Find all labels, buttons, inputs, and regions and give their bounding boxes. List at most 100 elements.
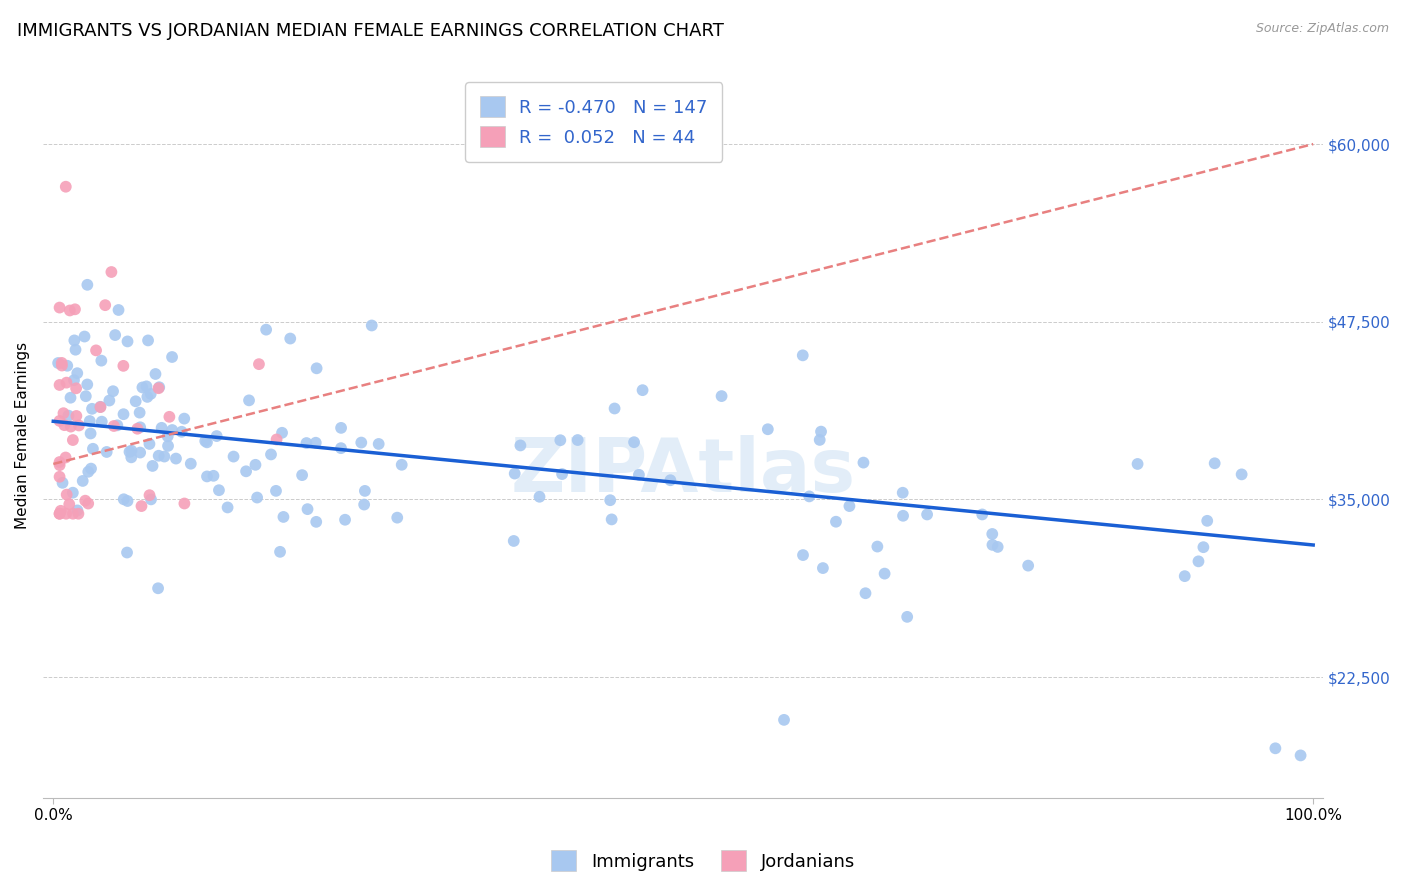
Point bbox=[165, 451, 187, 466]
Point bbox=[838, 499, 860, 513]
Point bbox=[129, 420, 152, 434]
Point bbox=[63, 302, 86, 317]
Point bbox=[139, 492, 162, 507]
Point bbox=[77, 497, 100, 511]
Point bbox=[180, 457, 202, 471]
Point bbox=[53, 418, 76, 433]
Point bbox=[235, 464, 257, 478]
Point bbox=[136, 334, 159, 348]
Point bbox=[90, 353, 112, 368]
Point bbox=[117, 334, 139, 349]
Point bbox=[112, 359, 135, 373]
Point bbox=[387, 510, 409, 524]
Point bbox=[551, 467, 574, 481]
Point bbox=[115, 545, 138, 559]
Point bbox=[603, 401, 626, 416]
Point bbox=[157, 439, 180, 453]
Point bbox=[981, 538, 1004, 552]
Point bbox=[55, 450, 77, 465]
Point bbox=[101, 384, 124, 399]
Point bbox=[124, 394, 146, 409]
Point bbox=[120, 443, 142, 458]
Point bbox=[156, 429, 179, 443]
Point bbox=[62, 507, 84, 521]
Point bbox=[502, 533, 524, 548]
Point bbox=[623, 435, 645, 450]
Point bbox=[260, 447, 283, 461]
Point bbox=[1197, 514, 1219, 528]
Point bbox=[1126, 457, 1149, 471]
Point bbox=[77, 465, 100, 479]
Legend: Immigrants, Jordanians: Immigrants, Jordanians bbox=[544, 843, 862, 879]
Point bbox=[73, 329, 96, 343]
Point bbox=[75, 493, 97, 508]
Point bbox=[52, 406, 75, 420]
Point bbox=[1017, 558, 1039, 573]
Point bbox=[89, 400, 111, 414]
Point bbox=[195, 435, 218, 450]
Point bbox=[1289, 748, 1312, 763]
Point bbox=[1204, 456, 1226, 470]
Point bbox=[160, 423, 183, 437]
Point bbox=[866, 540, 889, 554]
Point bbox=[127, 422, 149, 436]
Point bbox=[79, 414, 101, 428]
Point bbox=[273, 510, 295, 524]
Point bbox=[799, 489, 821, 503]
Point bbox=[82, 442, 104, 456]
Point bbox=[65, 409, 87, 423]
Point bbox=[600, 512, 623, 526]
Point bbox=[136, 390, 159, 404]
Text: Source: ZipAtlas.com: Source: ZipAtlas.com bbox=[1256, 22, 1389, 36]
Point bbox=[72, 474, 94, 488]
Point bbox=[59, 303, 82, 318]
Legend: R = -0.470   N = 147, R =  0.052   N = 44: R = -0.470 N = 147, R = 0.052 N = 44 bbox=[465, 82, 723, 161]
Point bbox=[131, 380, 153, 394]
Point bbox=[104, 328, 127, 343]
Point bbox=[202, 468, 225, 483]
Point bbox=[710, 389, 733, 403]
Point bbox=[80, 461, 103, 475]
Point bbox=[981, 527, 1004, 541]
Point bbox=[330, 421, 353, 435]
Point bbox=[51, 356, 73, 370]
Point bbox=[1192, 540, 1215, 554]
Point bbox=[391, 458, 413, 472]
Point bbox=[139, 387, 162, 401]
Point bbox=[100, 265, 122, 279]
Point bbox=[891, 508, 914, 523]
Point bbox=[160, 350, 183, 364]
Point bbox=[529, 490, 551, 504]
Point bbox=[855, 586, 877, 600]
Point bbox=[129, 445, 152, 459]
Point bbox=[138, 437, 160, 451]
Point bbox=[354, 483, 377, 498]
Point bbox=[148, 380, 170, 394]
Point bbox=[55, 488, 77, 502]
Point bbox=[353, 498, 375, 512]
Point bbox=[118, 445, 141, 459]
Point bbox=[63, 334, 86, 348]
Point bbox=[1174, 569, 1197, 583]
Point bbox=[1230, 467, 1253, 482]
Point bbox=[76, 377, 98, 392]
Point bbox=[65, 381, 87, 395]
Point bbox=[567, 433, 589, 447]
Point bbox=[75, 389, 97, 403]
Point bbox=[208, 483, 231, 498]
Point bbox=[972, 508, 994, 522]
Point bbox=[891, 485, 914, 500]
Point bbox=[96, 445, 118, 459]
Point bbox=[141, 458, 163, 473]
Point bbox=[825, 515, 848, 529]
Point bbox=[48, 469, 70, 483]
Point bbox=[55, 507, 77, 521]
Point bbox=[62, 485, 84, 500]
Point bbox=[238, 393, 260, 408]
Point bbox=[49, 504, 72, 518]
Point bbox=[852, 456, 875, 470]
Point bbox=[811, 561, 834, 575]
Point bbox=[117, 494, 139, 508]
Point bbox=[792, 348, 814, 362]
Point bbox=[269, 545, 291, 559]
